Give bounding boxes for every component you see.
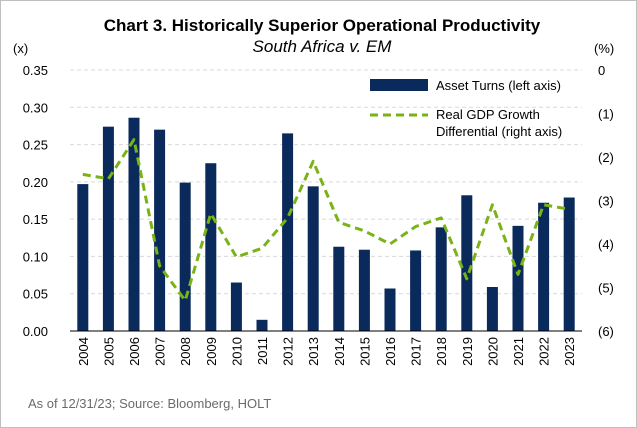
x-tick-label: 2009: [204, 337, 219, 366]
x-tick-label: 2017: [409, 337, 424, 366]
x-tick-label: 2006: [127, 337, 142, 366]
bar-2017: [410, 250, 422, 331]
bar-2016: [384, 288, 396, 331]
bar-2020: [486, 287, 498, 331]
bar-2010: [230, 282, 242, 331]
legend: Asset Turns (left axis) Real GDP Growth …: [370, 78, 562, 139]
chart-title: Chart 3. Historically Superior Operation…: [104, 16, 541, 35]
x-tick-label: 2013: [306, 337, 321, 366]
bar-2012: [282, 133, 294, 331]
x-axis-ticks: 2004 2005 2006 2007 2008 2009 2010 2011 2012 2013…: [76, 337, 577, 366]
left-axis-ticks: 0.00 0.05 0.10 0.15 0.20 0.25 0.30 0.35: [23, 63, 48, 339]
bar-2005: [102, 126, 114, 331]
legend-line-label-1: Real GDP Growth: [436, 107, 540, 122]
bar-2014: [333, 246, 345, 331]
x-tick-label: 2019: [460, 337, 475, 366]
x-tick-label: 2020: [485, 337, 500, 366]
right-tick-label: (1): [598, 107, 614, 122]
bar-2019: [461, 195, 473, 331]
x-tick-label: 2018: [434, 337, 449, 366]
right-tick-label: (2): [598, 150, 614, 165]
gdp-differential-line: [82, 138, 570, 303]
source-note: As of 12/31/23; Source: Bloomberg, HOLT: [28, 396, 271, 411]
bar-2008: [179, 182, 191, 331]
bar-2021: [512, 225, 524, 331]
left-tick-label: 0.20: [23, 175, 48, 190]
bar-series: [77, 117, 575, 332]
x-tick-label: 2015: [357, 337, 372, 366]
bar-2009: [205, 163, 217, 331]
x-tick-label: 2022: [537, 337, 552, 366]
bar-2007: [154, 129, 166, 331]
bar-2006: [128, 117, 140, 332]
x-tick-label: 2023: [562, 337, 577, 366]
bar-2022: [538, 202, 550, 331]
right-tick-label: (5): [598, 281, 614, 296]
x-tick-label: 2005: [101, 337, 116, 366]
x-tick-label: 2021: [511, 337, 526, 366]
x-tick-label: 2011: [255, 337, 270, 365]
left-tick-label: 0.30: [23, 100, 48, 115]
right-axis-unit: (%): [594, 41, 614, 56]
bar-2011: [256, 319, 268, 331]
right-tick-label: 0: [598, 63, 605, 78]
bar-2015: [358, 249, 370, 331]
legend-bar-label: Asset Turns (left axis): [436, 78, 561, 93]
legend-bar-swatch: [370, 79, 428, 91]
x-tick-label: 2010: [229, 337, 244, 366]
left-tick-label: 0.10: [23, 249, 48, 264]
x-tick-label: 2004: [76, 337, 91, 366]
chart-subtitle: South Africa v. EM: [253, 37, 393, 56]
left-tick-label: 0.05: [23, 287, 48, 302]
left-tick-label: 0.25: [23, 138, 48, 153]
x-tick-label: 2014: [332, 337, 347, 366]
left-tick-label: 0.35: [23, 63, 48, 78]
bar-2018: [435, 227, 447, 331]
bar-2023: [563, 197, 575, 331]
x-tick-label: 2012: [281, 337, 296, 366]
right-tick-label: (6): [598, 324, 614, 339]
bar-2013: [307, 186, 319, 331]
left-axis-unit: (x): [13, 41, 28, 56]
x-tick-label: 2016: [383, 337, 398, 366]
right-tick-label: (3): [598, 194, 614, 209]
right-tick-label: (4): [598, 237, 614, 252]
x-tick-label: 2007: [153, 337, 168, 366]
gridlines: [70, 69, 582, 295]
left-tick-label: 0.15: [23, 212, 48, 227]
x-tick-label: 2008: [178, 337, 193, 366]
legend-line-label-2: Differential (right axis): [436, 124, 562, 139]
bar-2004: [77, 184, 89, 331]
right-axis-ticks: (6) (5) (4) (3) (2) (1) 0: [598, 63, 614, 339]
line-series: [82, 138, 570, 303]
left-tick-label: 0.00: [23, 324, 48, 339]
